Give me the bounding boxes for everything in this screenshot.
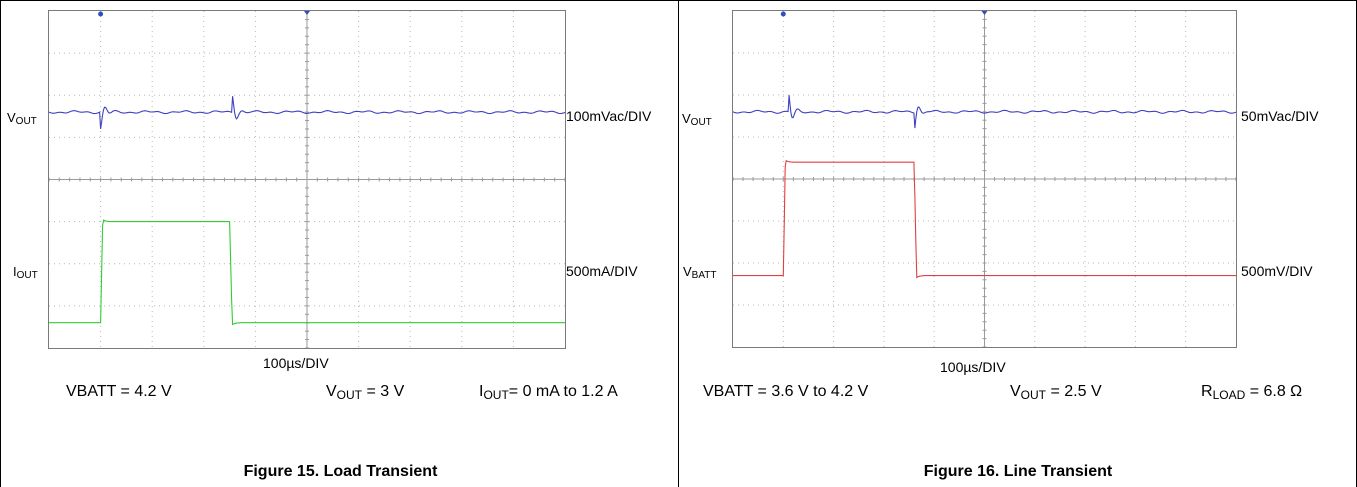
grid — [733, 11, 1236, 347]
trigger-marker-icon — [780, 11, 786, 17]
channel-1-name: VOUT — [7, 110, 37, 127]
condition-vbatt: VBATT = 4.2 V — [66, 383, 172, 400]
condition-rload: RLOAD = 6.8 Ω — [1201, 383, 1303, 402]
trace-channel-1 — [49, 96, 565, 129]
scope-plot-fig16 — [733, 11, 1236, 347]
x-axis-label: 100µs/DIV — [940, 359, 1006, 375]
channel-2-scale: 500mV/DIV — [1241, 263, 1313, 279]
trigger-marker-icon — [98, 11, 104, 17]
figure-15-panel: VOUT 100mVac/DIV IOUT 500mA/DIV 100µs/DI… — [0, 0, 679, 487]
channel-2-name: IOUT — [13, 264, 38, 281]
condition-vout: VOUT = 2.5 V — [1010, 383, 1102, 402]
trace-channel-2 — [49, 219, 565, 326]
trace-channel-2 — [733, 159, 1236, 279]
channel-1-name: VOUT — [682, 111, 712, 128]
scope-screen-fig15 — [48, 10, 566, 349]
channel-2-scale: 500mA/DIV — [566, 263, 638, 279]
channel-1-scale: 50mVac/DIV — [1241, 108, 1319, 124]
center-marker-icon — [981, 11, 988, 15]
figure-caption: Figure 15. Load Transient — [243, 463, 438, 480]
x-axis-label: 100µs/DIV — [263, 355, 329, 371]
condition-iout: IOUT= 0 mA to 1.2 A — [479, 383, 618, 402]
scope-plot-fig15 — [49, 11, 565, 348]
center-marker-icon — [304, 11, 310, 15]
figure-caption: Figure 16. Line Transient — [923, 463, 1113, 480]
figure-16-panel: VOUT 50mVac/DIV VBATT 500mV/DIV 100µs/DI… — [679, 0, 1357, 487]
channel-1-scale: 100mVac/DIV — [566, 108, 652, 124]
grid — [49, 11, 565, 348]
condition-vout: VOUT = 3 V — [326, 383, 405, 402]
channel-2-name: VBATT — [683, 264, 717, 281]
trace-channel-1 — [733, 95, 1236, 129]
condition-vbatt: VBATT = 3.6 V to 4.2 V — [703, 383, 869, 400]
scope-screen-fig16 — [732, 10, 1237, 348]
